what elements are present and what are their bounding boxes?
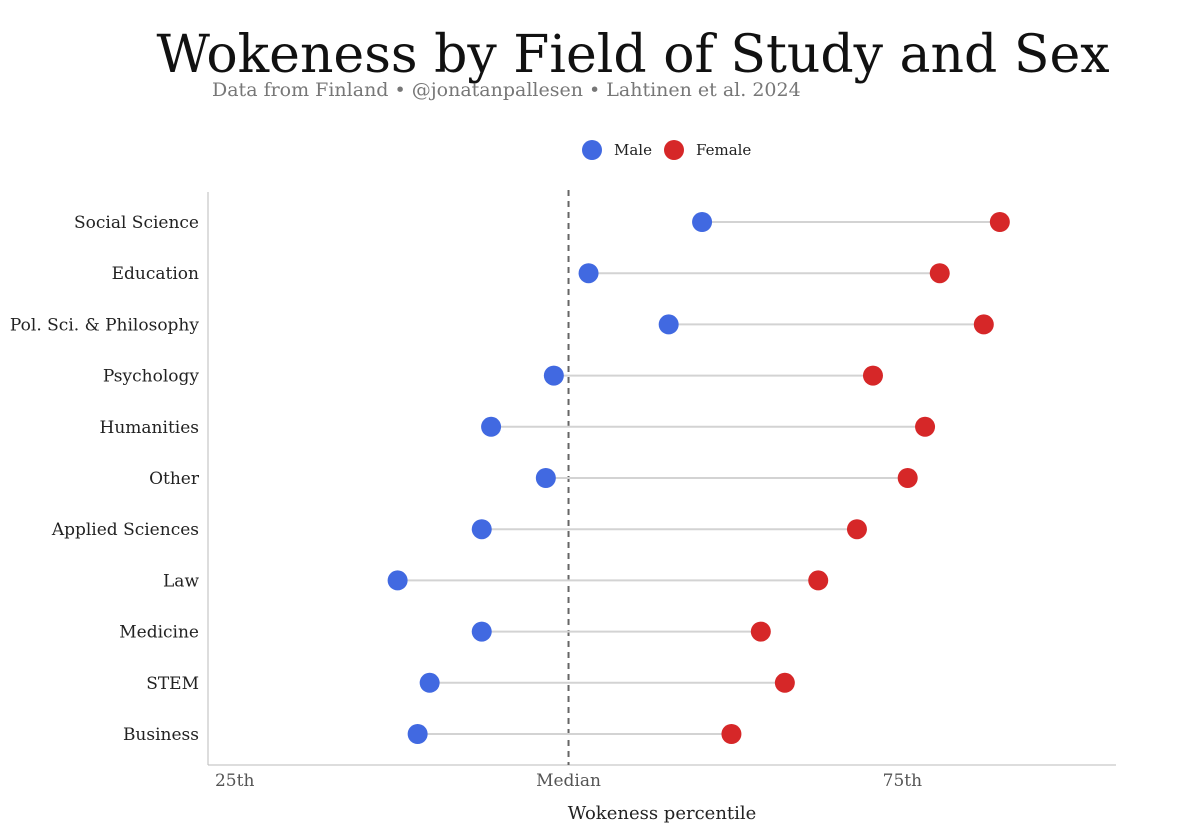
male-point-medicine	[471, 621, 492, 642]
category-label-humanities: Humanities	[100, 418, 199, 438]
x-tick-label-25th: 25th	[215, 771, 254, 791]
chart-marks	[387, 190, 1010, 765]
legend-male-label: Male	[614, 141, 652, 159]
legend-female-label: Female	[696, 141, 751, 159]
female-point-education	[929, 263, 950, 284]
male-point-law	[387, 570, 408, 591]
category-label-psychology: Psychology	[103, 367, 200, 387]
x-tick-label-median: Median	[536, 771, 601, 791]
female-point-psychology	[862, 365, 883, 386]
male-point-applied-sciences	[471, 519, 492, 540]
male-point-business	[407, 724, 428, 744]
female-point-law	[808, 570, 829, 591]
chart-title: Wokeness by Field of Study and Sex	[156, 25, 1109, 85]
male-point-pol-sci-philosophy	[658, 314, 679, 335]
x-axis-title: Wokeness percentile	[568, 803, 757, 824]
category-label-stem: STEM	[146, 674, 199, 694]
legend-male-marker	[582, 140, 602, 160]
category-label-education: Education	[112, 264, 199, 284]
male-point-psychology	[543, 365, 564, 386]
category-label-social-science: Social Science	[74, 213, 199, 233]
female-point-humanities	[915, 416, 936, 437]
category-label-applied-sciences: Applied Sciences	[51, 520, 199, 540]
x-ticks: 25th Median 75th	[215, 771, 922, 791]
female-point-stem	[774, 672, 795, 693]
legend-female-marker	[664, 140, 684, 160]
chart-subtitle: Data from Finland • @jonatanpallesen • L…	[212, 79, 801, 101]
category-label-law: Law	[163, 571, 199, 591]
female-point-medicine	[750, 621, 771, 642]
category-labels: Social Science Education Pol. Sci. & Philo…	[10, 213, 200, 745]
male-point-stem	[419, 672, 440, 693]
female-point-other	[897, 468, 918, 488]
male-point-education	[578, 263, 599, 284]
female-point-applied-sciences	[846, 519, 867, 540]
legend: Male Female	[582, 140, 751, 160]
category-label-pol-sci-philosophy: Pol. Sci. & Philosophy	[10, 315, 199, 335]
x-tick-label-75th: 75th	[883, 771, 922, 791]
male-point-social-science	[692, 212, 713, 232]
female-point-pol-sci-philosophy	[973, 314, 994, 335]
male-point-humanities	[481, 416, 502, 437]
female-point-business	[721, 724, 742, 744]
category-label-medicine: Medicine	[119, 623, 199, 643]
male-point-other	[535, 468, 556, 488]
category-label-other: Other	[149, 469, 200, 489]
category-label-business: Business	[123, 725, 199, 745]
female-point-social-science	[989, 212, 1010, 232]
